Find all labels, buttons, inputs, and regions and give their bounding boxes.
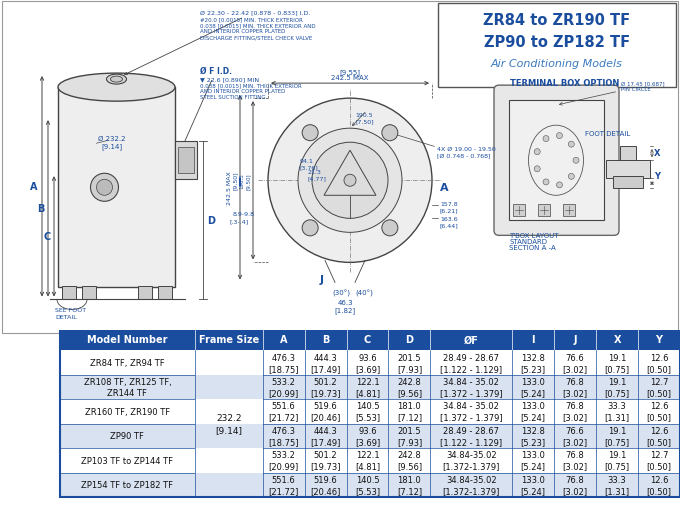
Text: 157.8: 157.8 bbox=[440, 202, 458, 207]
Text: 501.2
[19.73]: 501.2 [19.73] bbox=[310, 377, 341, 397]
Text: 519.6
[20.46]: 519.6 [20.46] bbox=[310, 401, 341, 422]
Bar bbox=[194, 399, 262, 424]
Text: Ø 22.30 - 22.42 [0.878 - 0.833] I.D.: Ø 22.30 - 22.42 [0.878 - 0.833] I.D. bbox=[125, 10, 310, 75]
Circle shape bbox=[268, 99, 432, 263]
Text: 8.9-9.8: 8.9-9.8 bbox=[233, 212, 255, 217]
Bar bbox=[60, 350, 680, 375]
Text: Ø 17.45 [0.687]
PIN CIRCLE: Ø 17.45 [0.687] PIN CIRCLE bbox=[560, 81, 664, 106]
Text: 76.8
[3.02]: 76.8 [3.02] bbox=[562, 377, 588, 397]
Text: 190.5
[9.50]: 190.5 [9.50] bbox=[240, 173, 251, 189]
Text: 12.6
[0.50]: 12.6 [0.50] bbox=[647, 353, 672, 373]
Bar bbox=[613, 177, 643, 189]
Text: 0.038 [0.0015] MIN. THICK EXTERIOR AND: 0.038 [0.0015] MIN. THICK EXTERIOR AND bbox=[200, 23, 316, 28]
Text: 133.0
[5.24]: 133.0 [5.24] bbox=[521, 377, 546, 397]
Text: C: C bbox=[44, 232, 51, 242]
Bar bbox=[563, 205, 575, 217]
Text: A: A bbox=[440, 183, 449, 193]
Text: 34.84 - 35.02
[1.372 - 1.379]: 34.84 - 35.02 [1.372 - 1.379] bbox=[440, 401, 503, 422]
Text: 34.84 - 35.02
[1.372 - 1.379]: 34.84 - 35.02 [1.372 - 1.379] bbox=[440, 377, 503, 397]
Circle shape bbox=[556, 182, 562, 188]
Text: 476.3
[18.75]: 476.3 [18.75] bbox=[269, 353, 299, 373]
Bar bbox=[513, 205, 525, 217]
Text: 93.6
[3.69]: 93.6 [3.69] bbox=[355, 353, 380, 373]
Text: 132.8
[5.23]: 132.8 [5.23] bbox=[521, 353, 546, 373]
Bar bbox=[606, 161, 650, 179]
Bar bbox=[194, 375, 262, 399]
Text: ZR160 TF, ZR190 TF: ZR160 TF, ZR190 TF bbox=[85, 407, 170, 416]
Text: 501.2
[19.73]: 501.2 [19.73] bbox=[310, 450, 341, 471]
Text: 93.6
[3.69]: 93.6 [3.69] bbox=[355, 426, 380, 446]
Text: B: B bbox=[322, 335, 329, 345]
Text: 46.3: 46.3 bbox=[337, 300, 353, 306]
Text: [7.50]: [7.50] bbox=[355, 119, 373, 124]
Text: 242.5 MAX
[9.50]: 242.5 MAX [9.50] bbox=[227, 171, 238, 205]
Text: 232.2
[9.14]: 232.2 [9.14] bbox=[216, 414, 242, 434]
Text: 163.6: 163.6 bbox=[440, 217, 458, 222]
Text: 34.84-35.02
[1.372-1.379]: 34.84-35.02 [1.372-1.379] bbox=[443, 450, 500, 471]
Text: 19.1
[0.75]: 19.1 [0.75] bbox=[605, 377, 630, 397]
Text: 76.8
[3.02]: 76.8 [3.02] bbox=[562, 475, 588, 495]
Text: 0.038 [0.0015] MIN. THICK EXTERIOR: 0.038 [0.0015] MIN. THICK EXTERIOR bbox=[200, 83, 302, 88]
Text: 444.3
[17.49]: 444.3 [17.49] bbox=[310, 353, 341, 373]
Text: 76.6
[3.02]: 76.6 [3.02] bbox=[562, 353, 588, 373]
Circle shape bbox=[382, 125, 398, 141]
Text: Y: Y bbox=[654, 172, 660, 181]
Bar bbox=[62, 287, 76, 300]
Text: [1.82]: [1.82] bbox=[335, 307, 356, 314]
Bar bbox=[194, 473, 262, 497]
Text: (40°): (40°) bbox=[355, 289, 373, 296]
Text: [3.76]: [3.76] bbox=[300, 165, 319, 170]
Text: AND INTERIOR COPPER PLATED: AND INTERIOR COPPER PLATED bbox=[200, 29, 286, 34]
Bar bbox=[538, 205, 550, 217]
Bar bbox=[194, 350, 262, 375]
Text: 34.84-35.02
[1.372-1.379]: 34.84-35.02 [1.372-1.379] bbox=[443, 475, 500, 495]
Text: 551.6
[21.72]: 551.6 [21.72] bbox=[269, 401, 299, 422]
Text: 476.3
[18.75]: 476.3 [18.75] bbox=[269, 426, 299, 446]
Text: Air Conditioning Models: Air Conditioning Models bbox=[491, 59, 623, 69]
Circle shape bbox=[382, 220, 398, 236]
Text: 444.3
[17.49]: 444.3 [17.49] bbox=[310, 426, 341, 446]
Text: (30°): (30°) bbox=[332, 289, 350, 296]
Text: X: X bbox=[654, 149, 660, 158]
Bar bbox=[58, 88, 175, 288]
Text: #20.0 [0.0015] MIN. THICK EXTERIOR: #20.0 [0.0015] MIN. THICK EXTERIOR bbox=[200, 17, 303, 22]
Text: 533.2
[20.99]: 533.2 [20.99] bbox=[269, 450, 299, 471]
Text: STANDARD: STANDARD bbox=[509, 239, 547, 245]
Text: 133.0
[5.24]: 133.0 [5.24] bbox=[521, 450, 546, 471]
Text: 12.6
[0.50]: 12.6 [0.50] bbox=[647, 475, 672, 495]
Text: J: J bbox=[320, 275, 324, 285]
Text: 519.6
[20.46]: 519.6 [20.46] bbox=[310, 475, 341, 495]
Text: [Ø 0.748 - 0.768]: [Ø 0.748 - 0.768] bbox=[437, 153, 490, 158]
Text: SECTION A -A: SECTION A -A bbox=[509, 245, 556, 251]
Bar bbox=[60, 375, 680, 399]
Text: 33.3
[1.31]: 33.3 [1.31] bbox=[605, 475, 630, 495]
Text: ZP90 to ZP182 TF: ZP90 to ZP182 TF bbox=[484, 34, 630, 49]
Text: 12.6
[0.50]: 12.6 [0.50] bbox=[647, 426, 672, 446]
Text: X: X bbox=[613, 335, 621, 345]
Text: 76.6
[3.02]: 76.6 [3.02] bbox=[562, 426, 588, 446]
Text: Model Number: Model Number bbox=[87, 335, 168, 345]
Bar bbox=[620, 147, 636, 161]
Text: 133.0
[5.24]: 133.0 [5.24] bbox=[521, 475, 546, 495]
Text: 551.6
[21.72]: 551.6 [21.72] bbox=[269, 475, 299, 495]
Text: 201.5
[7.93]: 201.5 [7.93] bbox=[397, 426, 422, 446]
Text: 76.8
[3.02]: 76.8 [3.02] bbox=[562, 450, 588, 471]
Ellipse shape bbox=[58, 74, 175, 102]
Bar bbox=[158, 287, 172, 300]
Text: 19.1
[0.75]: 19.1 [0.75] bbox=[605, 450, 630, 471]
Text: A: A bbox=[280, 335, 288, 345]
Circle shape bbox=[568, 174, 575, 180]
Text: 76.8
[3.02]: 76.8 [3.02] bbox=[562, 401, 588, 422]
Ellipse shape bbox=[110, 77, 122, 83]
Text: [6.44]: [6.44] bbox=[440, 223, 459, 228]
Text: 140.5
[5.53]: 140.5 [5.53] bbox=[355, 401, 380, 422]
Circle shape bbox=[534, 167, 540, 173]
Text: 242.8
[9.56]: 242.8 [9.56] bbox=[397, 377, 422, 397]
Text: 33.3
[1.31]: 33.3 [1.31] bbox=[605, 401, 630, 422]
Text: 201.5
[7.93]: 201.5 [7.93] bbox=[397, 353, 422, 373]
Text: 4X Ø 19.00 - 19.50: 4X Ø 19.00 - 19.50 bbox=[437, 147, 496, 152]
Text: 242.8
[9.56]: 242.8 [9.56] bbox=[397, 450, 422, 471]
Text: 19.1
[0.75]: 19.1 [0.75] bbox=[605, 426, 630, 446]
Text: J: J bbox=[573, 335, 577, 345]
Text: Ø F I.D.: Ø F I.D. bbox=[182, 67, 232, 149]
